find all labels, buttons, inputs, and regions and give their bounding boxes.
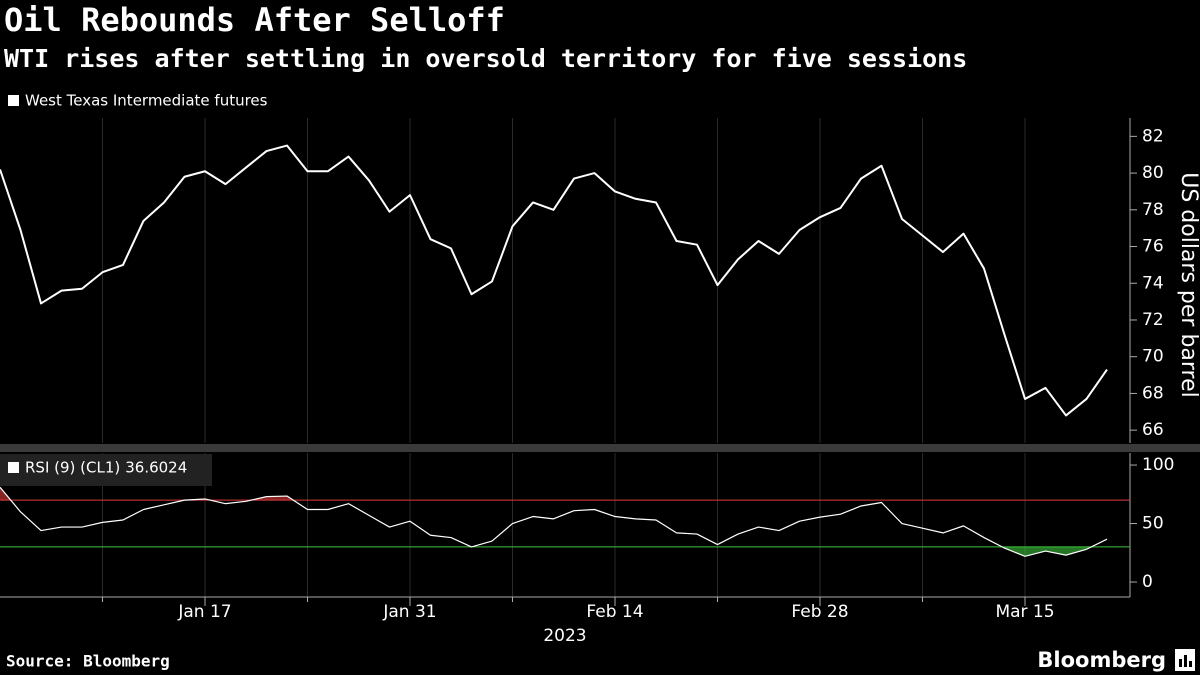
y-tick-label: 72	[1142, 310, 1164, 330]
legend-box	[0, 454, 212, 486]
legend-label: West Texas Intermediate futures	[25, 92, 268, 110]
chart-title: Oil Rebounds After Selloff	[4, 1, 505, 39]
x-tick-label: Jan 17	[177, 602, 231, 622]
brand-icon	[1175, 649, 1195, 671]
legend-label: RSI (9) (CL1)	[25, 459, 120, 477]
y-tick-label: 66	[1142, 420, 1164, 440]
y-axis-label: US dollars per barrel	[1176, 172, 1200, 398]
chart-subtitle: WTI rises after settling in oversold ter…	[4, 44, 967, 73]
legend-swatch	[8, 95, 19, 106]
x-tick-label: Jan 31	[382, 602, 436, 622]
x-tick-label: Mar 15	[995, 602, 1054, 622]
y-tick-label: 78	[1142, 200, 1164, 220]
y-tick-label: 82	[1142, 126, 1164, 146]
series-line	[0, 486, 1108, 557]
y-tick-label: 0	[1142, 572, 1153, 592]
x-tick-label: Feb 28	[791, 602, 848, 622]
legend-swatch	[8, 462, 19, 473]
y-tick-label: 100	[1142, 455, 1174, 475]
y-tick-label: 68	[1142, 383, 1164, 403]
x-tick-label: Feb 14	[586, 602, 643, 622]
x-axis-label: 2023	[543, 626, 586, 646]
brand: Bloomberg	[1037, 648, 1166, 672]
source: Source: Bloomberg	[6, 652, 170, 671]
y-tick-label: 80	[1142, 163, 1164, 183]
y-tick-label: 70	[1142, 347, 1164, 367]
y-tick-label: 74	[1142, 273, 1164, 293]
y-tick-label: 76	[1142, 237, 1164, 257]
panel-separator	[0, 444, 1200, 452]
y-tick-label: 50	[1142, 514, 1164, 534]
series-line	[0, 144, 1108, 417]
legend-value: 36.6024	[125, 459, 187, 477]
